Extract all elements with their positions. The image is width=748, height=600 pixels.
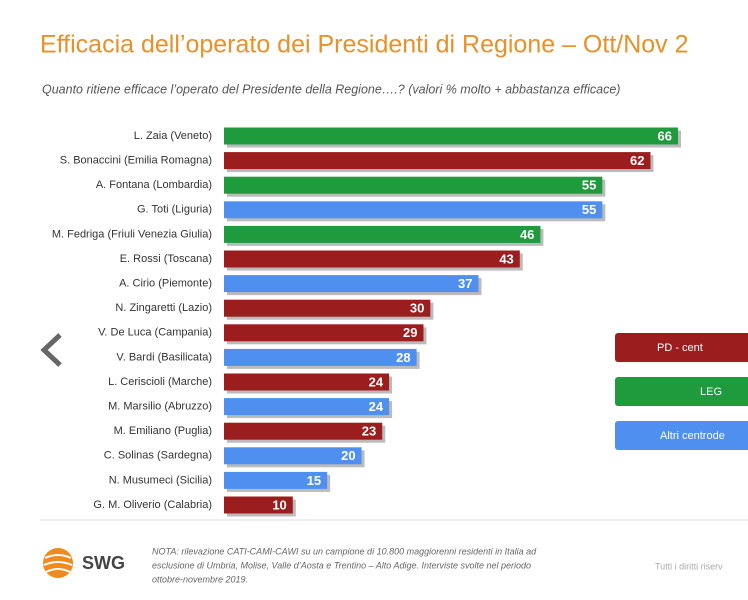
bar: [224, 127, 678, 145]
value-label: 66: [658, 128, 672, 143]
category-label: N. Zingaretti (Lazio): [115, 302, 212, 314]
bar: [224, 275, 479, 293]
category-label: M. Marsilio (Abruzzo): [108, 401, 212, 413]
value-label: 43: [499, 251, 513, 266]
value-label: 10: [272, 497, 286, 512]
category-label: M. Fedriga (Friuli Venezia Giulia): [52, 228, 212, 240]
bar: [224, 225, 541, 243]
value-label: 62: [630, 153, 644, 168]
bar: [224, 176, 603, 194]
bar: [224, 496, 293, 514]
note: NOTA: rilevazione CATI-CAMI-CAWI su un c…: [152, 546, 537, 556]
brand: SWG: [82, 553, 125, 573]
value-label: 46: [520, 227, 534, 242]
category-label: G. M. Oliverio (Calabria): [93, 499, 212, 511]
category-label: C. Solinas (Sardegna): [104, 450, 212, 462]
value-label: 37: [458, 276, 472, 291]
value-label: 24: [369, 374, 384, 389]
value-label: 20: [341, 448, 355, 463]
bar: [224, 447, 362, 465]
value-label: 23: [362, 424, 376, 439]
legend-swatch: [615, 333, 748, 362]
bar: [224, 348, 417, 366]
logo: [43, 548, 73, 578]
bar: [224, 373, 390, 391]
back-arrow[interactable]: [40, 333, 62, 367]
value-label: 28: [396, 350, 410, 365]
category-label: V. De Luca (Campania): [98, 327, 212, 339]
bar: [224, 398, 390, 416]
note: ottobre-novembre 2019.: [152, 574, 248, 584]
category-label: A. Cirio (Piemonte): [119, 278, 212, 290]
value-label: 55: [582, 178, 596, 193]
category-label: E. Rossi (Toscana): [120, 253, 212, 265]
category-label: G. Toti (Liguria): [137, 204, 212, 216]
bar: [224, 299, 431, 317]
bar: [224, 422, 383, 440]
value-label: 29: [403, 325, 417, 340]
bar: [224, 201, 603, 219]
chart-subtitle: Quanto ritiene efficace l’operato del Pr…: [42, 82, 620, 96]
category-label: L. Zaia (Veneto): [134, 130, 212, 142]
legend-swatch: [615, 377, 748, 406]
rights: Tutti i diritti riserv: [655, 561, 723, 571]
bar: [224, 324, 424, 342]
category-label: A. Fontana (Lombardia): [96, 179, 212, 191]
value-label: 24: [369, 399, 384, 414]
value-label: 55: [582, 202, 596, 217]
note: esclusione di Umbria, Molise, Valle d’Ao…: [152, 560, 531, 570]
category-label: N. Musumeci (Sicilia): [109, 474, 212, 486]
value-label: 30: [410, 301, 424, 316]
value-label: 15: [307, 473, 321, 488]
category-label: V. Bardi (Basilicata): [116, 351, 212, 363]
bar: [224, 250, 520, 268]
bar: [224, 152, 651, 170]
category-label: L. Ceriscioli (Marche): [108, 376, 212, 388]
bar: [224, 471, 328, 489]
category-label: M. Emiliano (Puglia): [114, 425, 212, 437]
legend-swatch: [615, 421, 748, 450]
chart-title: Efficacia dell’operato dei Presidenti di…: [40, 31, 689, 59]
legend-label: PD - cent: [657, 342, 703, 354]
category-label: S. Bonaccini (Emilia Romagna): [60, 155, 212, 167]
legend-label: Altri centrode: [660, 430, 725, 442]
legend-label: LEG: [700, 386, 722, 398]
